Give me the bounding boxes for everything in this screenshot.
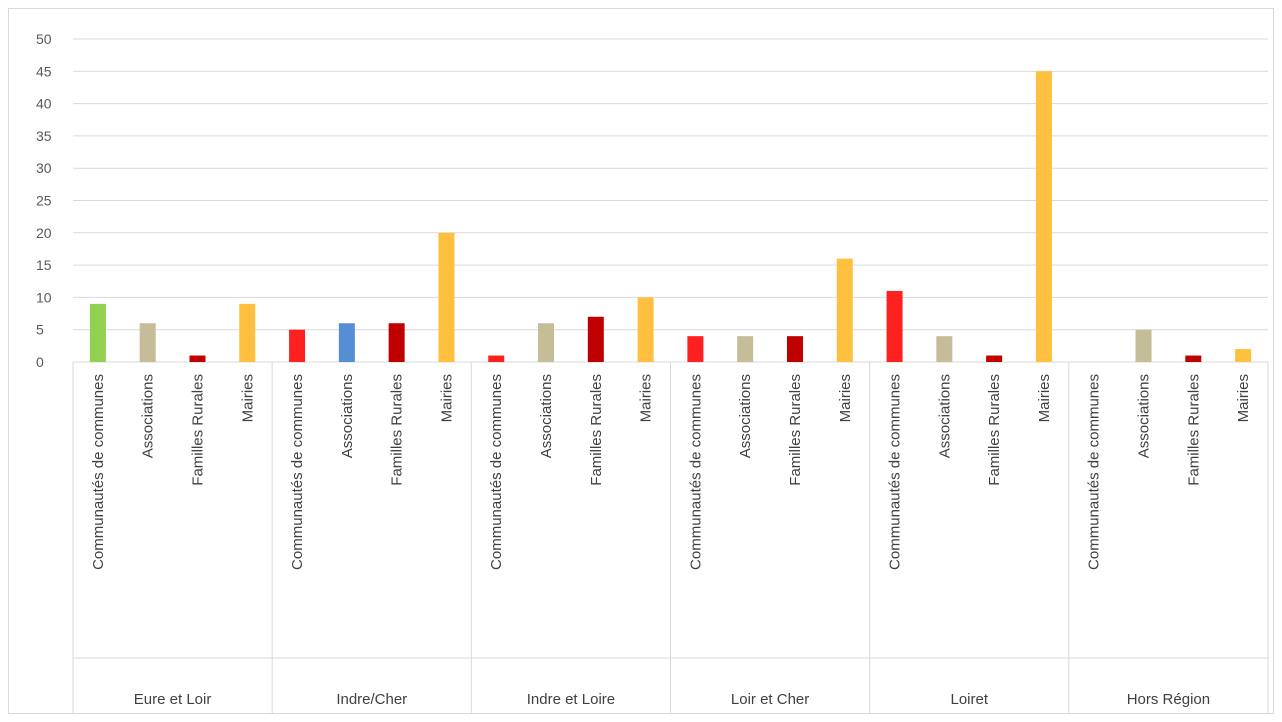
category-label: Familles Rurales — [189, 374, 206, 486]
y-tick-label: 15 — [36, 257, 52, 273]
y-tick-label: 5 — [36, 322, 44, 338]
category-label: Familles Rurales — [787, 374, 804, 486]
y-tick-label: 45 — [36, 63, 52, 79]
category-label: Familles Rurales — [1185, 374, 1202, 486]
group-label: Indre/Cher — [336, 691, 407, 708]
bar — [936, 336, 953, 362]
category-label: Communautés de communes — [887, 374, 904, 570]
bar — [786, 336, 803, 362]
bar — [488, 355, 505, 362]
category-label: Familles Rurales — [588, 374, 605, 486]
group-label: Loir et Cher — [731, 691, 809, 708]
bar — [886, 290, 903, 362]
group-label: Eure et Loir — [134, 691, 212, 708]
bar — [587, 316, 604, 362]
bar — [687, 336, 704, 362]
category-label: Associations — [339, 374, 356, 458]
y-tick-label: 40 — [36, 96, 52, 112]
bar — [189, 355, 206, 362]
category-label: Familles Rurales — [389, 374, 406, 486]
category-label: Communautés de communes — [488, 374, 505, 570]
bar — [1135, 329, 1152, 362]
y-tick-label: 25 — [36, 193, 52, 209]
y-tick-label: 10 — [36, 289, 52, 305]
bar — [139, 323, 156, 362]
category-label: Communautés de communes — [289, 374, 306, 570]
group-label: Indre et Loire — [527, 691, 615, 708]
bar — [1035, 71, 1052, 363]
group-label: Hors Région — [1127, 691, 1210, 708]
y-tick-label: 20 — [36, 225, 52, 241]
bar — [388, 323, 405, 362]
y-tick-label: 35 — [36, 128, 52, 144]
bar — [836, 258, 853, 362]
bar — [637, 297, 654, 362]
category-label: Associations — [936, 374, 953, 458]
category-label: Associations — [1136, 374, 1153, 458]
y-tick-label: 30 — [36, 160, 52, 176]
category-label: Associations — [737, 374, 754, 458]
bar — [89, 303, 106, 362]
bar — [338, 323, 355, 362]
y-tick-label: 0 — [36, 354, 44, 370]
category-label: Mairies — [239, 374, 256, 422]
bar — [438, 232, 455, 362]
category-label: Mairies — [1235, 374, 1252, 422]
group-label: Loiret — [950, 691, 988, 708]
bar — [538, 323, 555, 362]
category-label: Mairies — [638, 374, 655, 422]
category-label: Mairies — [438, 374, 455, 422]
bar — [289, 329, 306, 362]
category-label: Mairies — [837, 374, 854, 422]
category-label: Communautés de communes — [687, 374, 704, 570]
bar — [737, 336, 754, 362]
category-label: Communautés de communes — [1086, 374, 1103, 570]
bar — [986, 355, 1003, 362]
category-label: Mairies — [1036, 374, 1053, 422]
bar — [1185, 355, 1202, 362]
category-label: Associations — [140, 374, 157, 458]
y-tick-label: 50 — [36, 31, 52, 47]
category-label: Familles Rurales — [986, 374, 1003, 486]
category-label: Communautés de communes — [90, 374, 107, 570]
bar — [239, 303, 256, 362]
bar — [1235, 349, 1252, 362]
category-label: Associations — [538, 374, 555, 458]
